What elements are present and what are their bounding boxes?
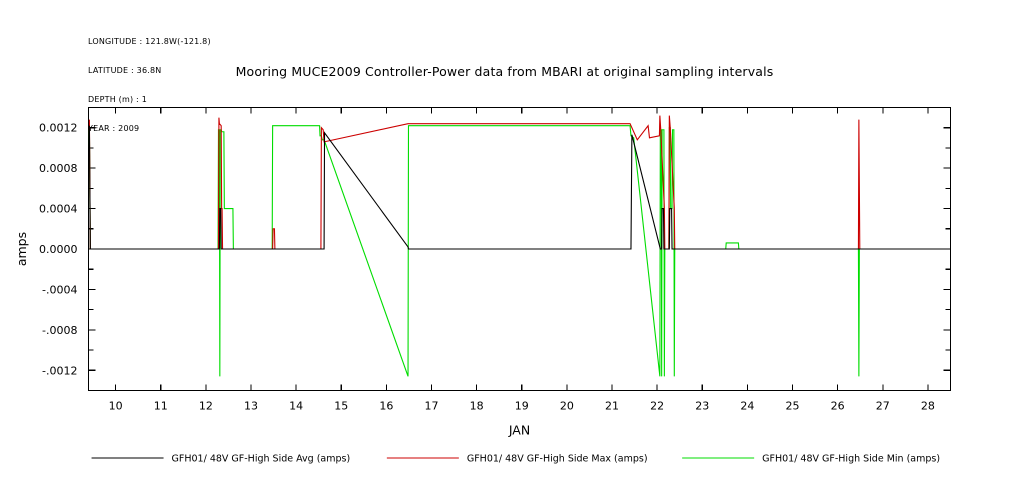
x-axis-tick-label: 24	[740, 400, 754, 413]
x-axis-tick-label: 15	[334, 400, 348, 413]
y-axis-tick-label: 0.0004	[39, 203, 78, 216]
x-axis-tick-label: 27	[876, 400, 890, 413]
x-axis-label: JAN	[508, 423, 530, 438]
x-axis-tick-label: 12	[199, 400, 213, 413]
x-axis-tick-label: 22	[650, 400, 664, 413]
x-axis-tick-label: 10	[109, 400, 123, 413]
x-axis-tick-label: 28	[921, 400, 935, 413]
x-axis-tick-label: 20	[560, 400, 574, 413]
y-axis-tick-label: 0.0000	[39, 243, 78, 256]
station-metadata: LONGITUDE : 121.8W(-121.8) LATITUDE : 36…	[88, 18, 211, 152]
legend-label-2: GFH01/ 48V GF-High Side Min (amps)	[762, 454, 940, 465]
x-axis-tick-label: 19	[515, 400, 529, 413]
y-axis-tick-label: -.0012	[42, 364, 77, 377]
x-axis-tick-label: 16	[379, 400, 393, 413]
y-axis-tick-label: 0.0012	[39, 122, 78, 135]
x-axis-tick-label: 14	[289, 400, 303, 413]
series-line-avg	[88, 125, 946, 250]
metadata-latitude: LATITUDE : 36.8N	[88, 65, 162, 75]
x-axis-tick-label: 23	[695, 400, 709, 413]
legend-label-0: GFH01/ 48V GF-High Side Avg (amps)	[172, 454, 351, 465]
y-axis-tick-label: -.0008	[42, 324, 77, 337]
metadata-longitude: LONGITUDE : 121.8W(-121.8)	[88, 37, 211, 47]
series-line-min	[88, 125, 946, 377]
y-axis-label: amps	[14, 232, 29, 266]
y-axis-tick-label: 0.0008	[39, 162, 78, 175]
x-axis-tick-label: 25	[786, 400, 800, 413]
x-axis-tick-label: 21	[605, 400, 619, 413]
y-axis-tick-label: -.0004	[42, 283, 77, 296]
metadata-depth: DEPTH (m) : 1	[88, 94, 147, 104]
x-axis-tick-label: 18	[470, 400, 484, 413]
x-axis-tick-label: 26	[831, 400, 845, 413]
x-axis-tick-label: 13	[244, 400, 258, 413]
legend-label-1: GFH01/ 48V GF-High Side Max (amps)	[467, 454, 648, 465]
x-axis-tick-label: 17	[424, 400, 438, 413]
metadata-year: YEAR : 2009	[88, 123, 140, 133]
chart-title: Mooring MUCE2009 Controller-Power data f…	[235, 64, 774, 79]
series-line-max	[88, 115, 946, 250]
x-axis-tick-label: 11	[154, 400, 168, 413]
